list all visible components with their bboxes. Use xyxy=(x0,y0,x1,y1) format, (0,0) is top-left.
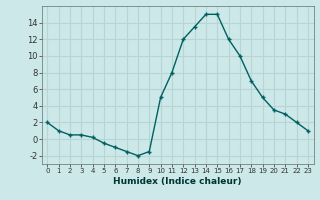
X-axis label: Humidex (Indice chaleur): Humidex (Indice chaleur) xyxy=(113,177,242,186)
